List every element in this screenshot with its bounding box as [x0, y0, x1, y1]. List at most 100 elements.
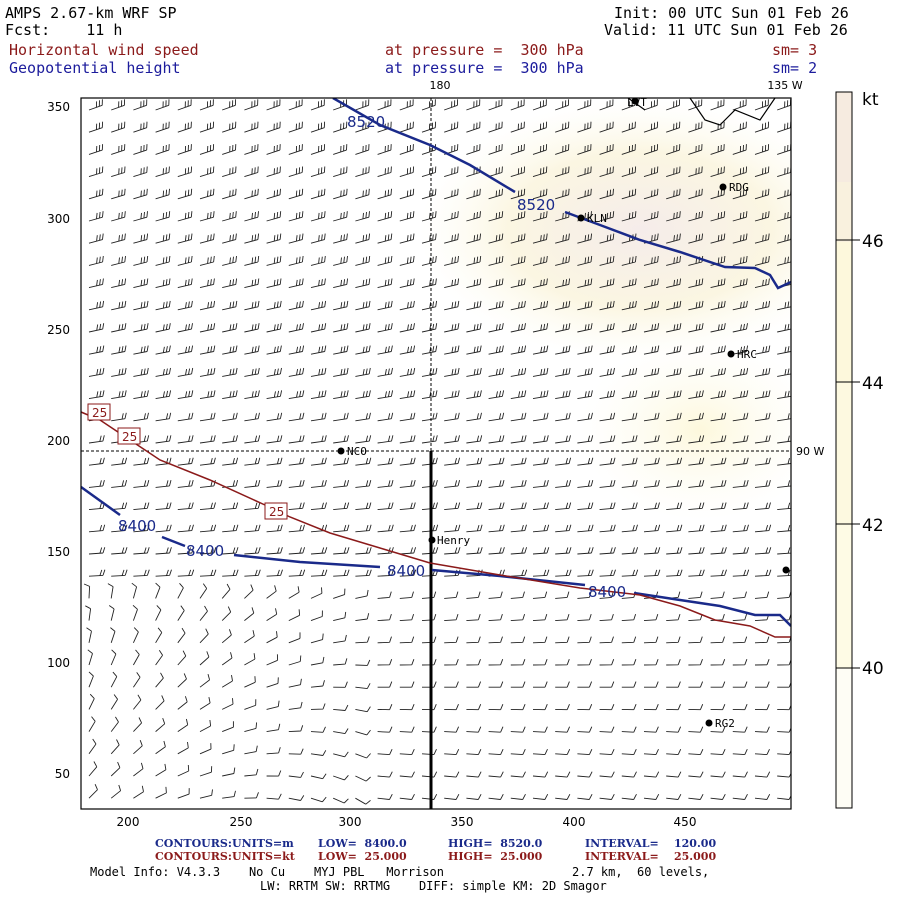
wind-barb — [133, 785, 144, 799]
wind-barb — [710, 749, 726, 756]
wind-barb — [599, 793, 615, 800]
wind-barb — [288, 502, 305, 511]
wind-barb — [444, 323, 460, 333]
wind-barb — [288, 655, 302, 666]
wind-barb — [421, 502, 438, 511]
wind-barb — [244, 722, 258, 733]
wind-barb — [333, 233, 348, 244]
colorbar-band-6 — [836, 668, 852, 808]
wind-barb — [199, 233, 215, 244]
wind-barb — [532, 300, 549, 311]
wind-barb — [199, 628, 209, 644]
wind-barb — [421, 99, 436, 111]
wind-barb — [421, 479, 438, 488]
wind-barb — [110, 784, 122, 799]
wind-barb — [199, 300, 216, 311]
wind-barb — [133, 717, 143, 732]
wind-barb — [199, 673, 211, 688]
colorbar — [835, 91, 860, 809]
wind-barb — [88, 99, 103, 111]
colorbar-label-46: 46 — [862, 232, 884, 252]
wind-barb — [377, 211, 393, 222]
wind-barb — [777, 591, 791, 599]
wind-barb — [488, 659, 504, 666]
wind-barb — [288, 457, 305, 466]
wind-barb — [666, 793, 682, 800]
wind-barb — [244, 345, 260, 355]
wind-barb — [621, 435, 638, 444]
wind-barb — [288, 748, 304, 755]
wind-barb — [333, 502, 350, 511]
wind-barb — [244, 653, 256, 666]
wind-barb — [155, 524, 172, 533]
wind-barb — [643, 749, 659, 756]
wind-barb — [555, 524, 572, 533]
wind-barb — [533, 681, 548, 688]
wind-barb — [355, 775, 371, 782]
wind-barb — [710, 345, 726, 355]
wind-barb — [643, 704, 659, 711]
wind-barb — [333, 412, 349, 422]
wind-barb — [688, 211, 703, 222]
wind-barb — [177, 457, 194, 466]
wind-barb — [732, 300, 748, 311]
wind-barb — [754, 390, 771, 400]
wind-barb — [88, 479, 105, 488]
wind-barb — [599, 502, 616, 511]
plot-frame — [80, 97, 792, 810]
wind-barb — [577, 659, 592, 666]
wind-barb — [110, 671, 118, 688]
wind-barb — [333, 569, 350, 577]
wind-barb — [532, 255, 548, 266]
wind-barb — [555, 188, 570, 200]
wind-barb — [754, 704, 770, 711]
wind-barb — [88, 435, 105, 444]
wind-barb — [88, 278, 104, 289]
wind-barb — [310, 633, 324, 644]
field1-name: Horizontal wind speed — [9, 41, 199, 59]
wind-barb — [377, 278, 393, 289]
wind-barb — [710, 502, 727, 511]
wind-barb — [666, 435, 682, 444]
wind-barb — [710, 569, 727, 577]
wind-barb — [688, 636, 703, 644]
wind-barb — [754, 278, 770, 289]
wind-barb — [732, 613, 748, 622]
wind-barb — [399, 211, 415, 222]
wind-barb — [355, 636, 370, 644]
wind-barb — [377, 659, 393, 666]
x-tick-300: 300 — [338, 815, 362, 829]
wind-barb — [532, 412, 549, 422]
wind-barb — [177, 569, 195, 577]
wind-barb — [399, 681, 415, 688]
wind-barb — [466, 659, 481, 666]
wind-barb — [444, 591, 459, 599]
wind-barb — [732, 547, 750, 555]
wind-barb — [177, 502, 194, 511]
wind-barb — [88, 569, 106, 577]
wind-barb — [310, 547, 328, 555]
wind-barb — [510, 367, 527, 377]
station-marker-nco — [337, 447, 345, 455]
wind-barb — [732, 211, 748, 222]
wind-barb — [777, 524, 791, 533]
wind-barb — [666, 300, 682, 311]
wind-barb — [599, 749, 615, 756]
wind-barb — [488, 749, 504, 756]
wind-barb — [133, 300, 149, 311]
wind-barb — [643, 636, 659, 644]
wind-barb — [133, 457, 150, 466]
wind-barb — [488, 502, 505, 511]
wind-barb — [643, 345, 660, 355]
wind-barb — [111, 144, 126, 155]
wind-barb — [643, 793, 660, 800]
wind-barb — [444, 435, 460, 444]
station-marker-lvt — [631, 97, 639, 105]
wind-barb — [777, 547, 791, 555]
wind-barb — [132, 627, 139, 643]
wind-barb — [199, 719, 212, 732]
wind-barb — [199, 435, 216, 444]
wind-barb — [488, 547, 505, 555]
wind-barb — [244, 630, 255, 644]
wind-barb — [177, 435, 194, 444]
